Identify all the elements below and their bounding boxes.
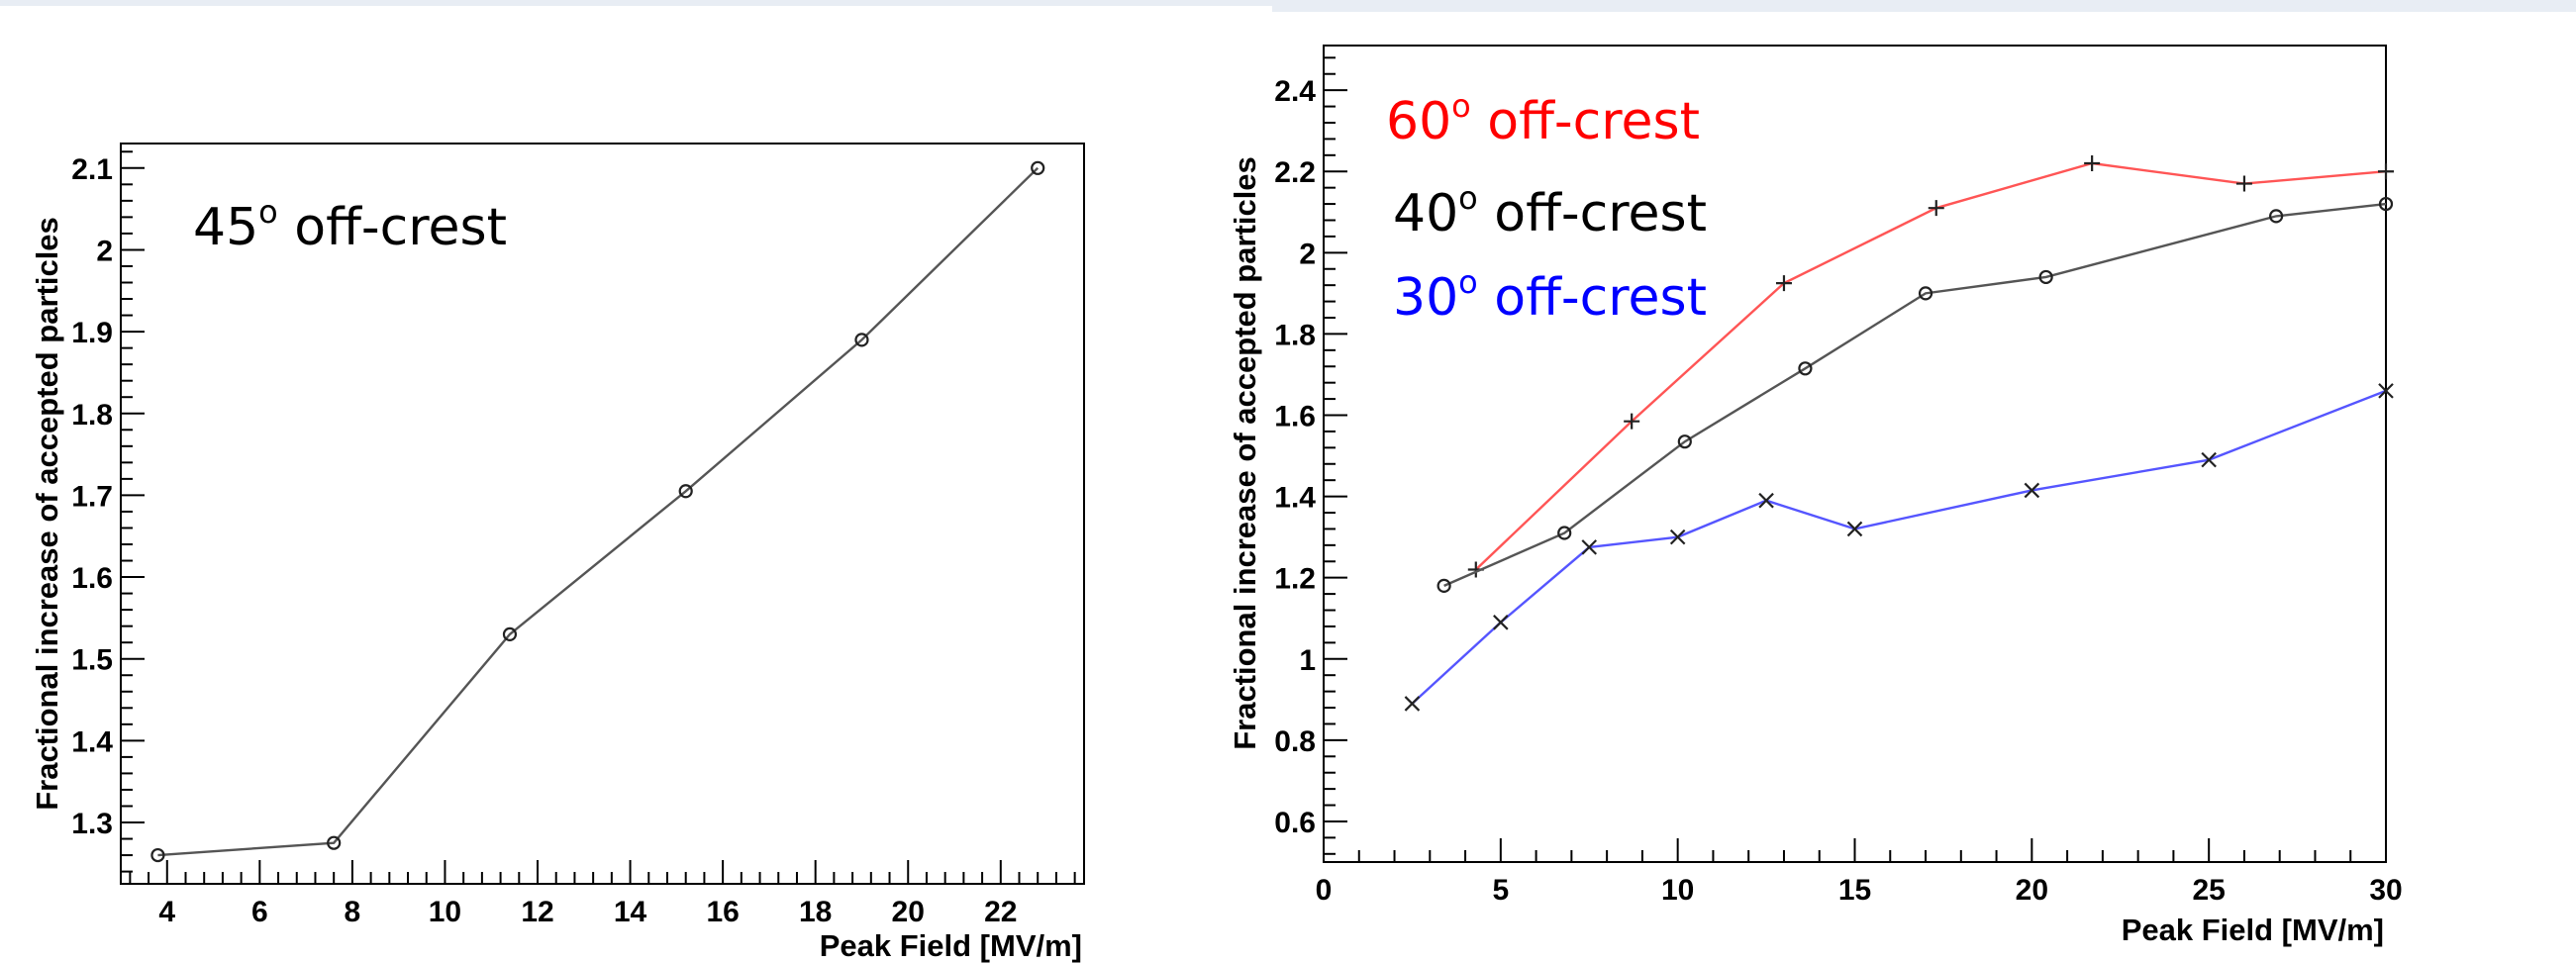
annotation-degree: o bbox=[1458, 263, 1478, 301]
x-tick-label: 8 bbox=[345, 896, 361, 928]
annotation-label: 30o off-crest bbox=[1393, 263, 1707, 328]
annotation-label: 40o off-crest bbox=[1393, 179, 1707, 243]
x-tick-label: 20 bbox=[892, 896, 925, 928]
annotation-number: 40 bbox=[1393, 184, 1458, 243]
slide-top-band-right bbox=[1272, 0, 2576, 12]
data-point-cross bbox=[1846, 521, 1863, 537]
data-point-circle bbox=[327, 835, 342, 850]
data-point-plus bbox=[1928, 200, 1944, 217]
data-point-circle bbox=[1918, 286, 1933, 301]
y-tick-label: 2.1 bbox=[71, 153, 113, 186]
data-point-circle bbox=[1437, 578, 1451, 593]
y-axis-title: Fractional increase of accepted particle… bbox=[1228, 156, 1262, 750]
data-point-plus bbox=[1624, 413, 1640, 430]
data-point-circle bbox=[2378, 196, 2394, 212]
x-tick-label: 12 bbox=[521, 896, 553, 928]
y-tick-label: 1.7 bbox=[71, 480, 113, 513]
data-point-circle bbox=[1798, 361, 1813, 376]
series-line-3 bbox=[1411, 389, 2387, 705]
data-point-circle bbox=[1031, 160, 1045, 175]
annotation-number: 60 bbox=[1386, 92, 1451, 151]
annotation-label: 45o off-crest bbox=[193, 193, 507, 257]
data-point-cross bbox=[1581, 539, 1598, 555]
data-point-circle bbox=[2038, 269, 2053, 285]
y-tick-label: 1.9 bbox=[71, 317, 113, 349]
annotation-number: 30 bbox=[1393, 268, 1458, 328]
y-tick-label: 1.6 bbox=[71, 562, 113, 595]
data-point-plus bbox=[2235, 175, 2252, 192]
data-point-circle bbox=[1677, 434, 1692, 449]
data-point-circle bbox=[502, 626, 518, 642]
y-tick-label: 2 bbox=[96, 235, 113, 267]
x-tick-label: 0 bbox=[1316, 874, 1333, 907]
x-tick-label: 25 bbox=[2192, 874, 2225, 907]
x-tick-label: 14 bbox=[614, 896, 647, 928]
y-tick-label: 1.3 bbox=[71, 808, 113, 840]
chart-1: 4 6 8 10 12 14 16 18 20 22 1.3 1.4 1.5 1.6 1.7 1.8 1.9 2 2… bbox=[30, 143, 1085, 963]
data-point-cross bbox=[1669, 529, 1686, 545]
x-tick-label: 30 bbox=[2369, 874, 2402, 907]
annotation-text: off-crest bbox=[1478, 268, 1707, 328]
y-tick-label: 1.2 bbox=[1274, 563, 1316, 596]
y-tick-label: 2.2 bbox=[1274, 156, 1316, 189]
y-tick-label: 1.5 bbox=[71, 644, 113, 677]
x-tick-label: 18 bbox=[799, 896, 832, 928]
y-tick-label: 1.4 bbox=[1274, 482, 1316, 515]
y-tick-label: 1 bbox=[1299, 644, 1316, 677]
y-tick-label: 2.4 bbox=[1274, 75, 1316, 108]
y-tick-label: 1.6 bbox=[1274, 401, 1316, 433]
x-tick-label: 15 bbox=[1838, 874, 1871, 907]
data-point-circle bbox=[678, 484, 693, 499]
series-line-2 bbox=[1443, 202, 2387, 587]
data-point-circle bbox=[150, 847, 165, 863]
x-axis-title: Peak Field [MV/m] bbox=[2122, 913, 2384, 947]
x-tick-label: 10 bbox=[1661, 874, 1694, 907]
x-tick-label: 5 bbox=[1492, 874, 1509, 907]
x-tick-label: 6 bbox=[251, 896, 268, 928]
data-point-cross bbox=[1493, 615, 1509, 630]
data-point-cross bbox=[2201, 451, 2217, 468]
chart-2: 0 5 10 15 20 25 30 0.6 0.8 1 1.2 1.4 1.6 1.8 2 2.2 2.4 Pe… bbox=[1228, 45, 2403, 947]
y-tick-label: 1.8 bbox=[71, 399, 113, 432]
annotation-text: off-crest bbox=[1471, 92, 1700, 151]
annotation-number: 45 bbox=[193, 198, 258, 257]
data-point-cross bbox=[1404, 696, 1421, 712]
y-axis-title: Fractional increase of accepted particle… bbox=[30, 217, 64, 811]
y-tick-label: 1.4 bbox=[71, 725, 113, 758]
x-axis-title: Peak Field [MV/m] bbox=[820, 928, 1082, 963]
annotation-degree: o bbox=[258, 193, 278, 231]
slide-top-band-left bbox=[0, 0, 1272, 6]
data-point-cross bbox=[2378, 383, 2394, 399]
y-tick-label: 1.8 bbox=[1274, 319, 1316, 351]
series-line-1 bbox=[157, 166, 1040, 857]
x-tick-label: 20 bbox=[2016, 874, 2048, 907]
x-tick-label: 10 bbox=[429, 896, 461, 928]
data-point-cross bbox=[2024, 482, 2040, 499]
annotation-text: off-crest bbox=[1478, 184, 1707, 243]
x-tick-label: 16 bbox=[706, 896, 739, 928]
data-point-plus bbox=[2084, 155, 2101, 172]
y-tick-label: 0.8 bbox=[1274, 725, 1316, 758]
data-point-plus bbox=[2378, 163, 2394, 180]
data-point-plus bbox=[1775, 275, 1792, 292]
y-tick-label: 0.6 bbox=[1274, 807, 1316, 839]
annotation-degree: o bbox=[1451, 87, 1471, 125]
x-tick-label: 4 bbox=[158, 896, 175, 928]
annotation-label: 60o off-crest bbox=[1386, 87, 1700, 151]
data-point-circle bbox=[1557, 526, 1572, 540]
y-tick-label: 2 bbox=[1299, 238, 1316, 270]
annotation-text: off-crest bbox=[278, 198, 507, 257]
plot-frame bbox=[120, 143, 1085, 885]
x-tick-label: 22 bbox=[984, 896, 1017, 928]
annotation-degree: o bbox=[1458, 179, 1478, 217]
data-point-cross bbox=[1758, 492, 1774, 509]
data-point-circle bbox=[2269, 209, 2284, 224]
data-point-circle bbox=[854, 333, 869, 347]
